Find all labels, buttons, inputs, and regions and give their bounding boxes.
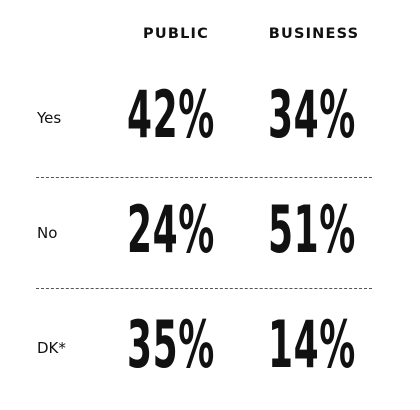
table-row-dk: DK* 35% 14% <box>0 300 420 400</box>
value-no-business: 51% <box>268 191 356 268</box>
value-dk-business: 14% <box>268 306 356 383</box>
table-row-yes: Yes 42% 34% <box>0 70 420 170</box>
row-divider <box>36 288 372 289</box>
value-no-public: 24% <box>127 191 215 268</box>
column-header-public: PUBLIC <box>143 26 209 42</box>
value-yes-business: 34% <box>268 76 356 153</box>
row-label-no: No <box>37 224 58 242</box>
table-row-no: No 24% 51% <box>0 185 420 285</box>
row-label-yes: Yes <box>37 109 62 127</box>
value-yes-public: 42% <box>127 76 215 153</box>
row-label-dk: DK* <box>37 339 66 357</box>
value-dk-public: 35% <box>127 306 215 383</box>
column-header-business: BUSINESS <box>268 26 360 42</box>
row-divider <box>36 177 372 178</box>
